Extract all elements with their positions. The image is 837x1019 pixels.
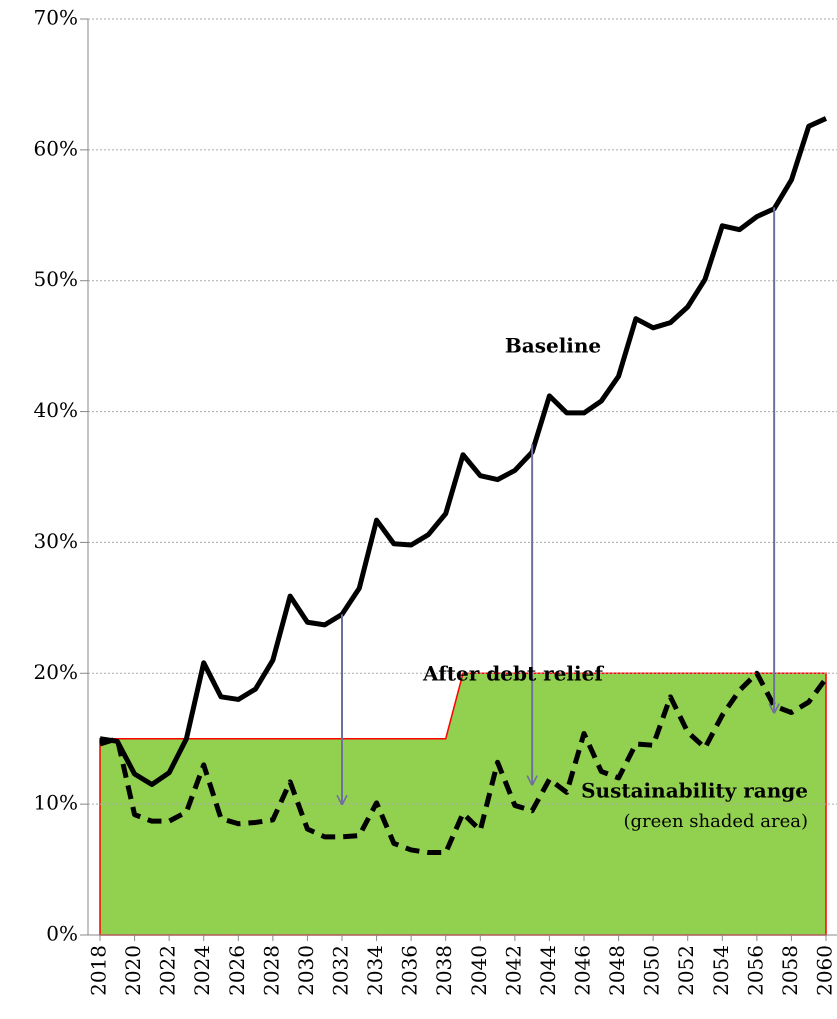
y-tick-label: 70% (34, 6, 78, 30)
x-tick-label: 2032 (329, 945, 353, 996)
y-tick-label: 10% (34, 791, 78, 815)
x-tick-label: 2046 (571, 945, 595, 996)
annotation: (green shaded area) (624, 811, 809, 832)
series-label: Baseline (505, 334, 601, 358)
x-tick-label: 2060 (813, 945, 837, 996)
y-tick-label: 50% (34, 267, 78, 291)
x-tick-label: 2056 (743, 945, 767, 996)
x-tick-label: 2058 (778, 945, 802, 996)
x-tick-label: 2038 (432, 945, 456, 996)
x-tick-label: 2024 (190, 945, 214, 996)
x-tick-label: 2026 (225, 945, 249, 996)
x-tick-label: 2048 (605, 945, 629, 996)
sustainability-area (99, 672, 827, 936)
x-tick-label: 2034 (363, 945, 387, 996)
x-tick-label: 2022 (156, 945, 180, 996)
x-tick-label: 2036 (398, 945, 422, 996)
y-tick-label: 30% (34, 529, 78, 553)
x-tick-label: 2028 (259, 945, 283, 996)
y-tick-label: 60% (34, 136, 78, 160)
x-tick-label: 2030 (294, 945, 318, 996)
x-tick-label: 2018 (87, 945, 111, 996)
y-tick-label: 40% (34, 398, 78, 422)
x-tick-label: 2054 (709, 945, 733, 996)
series-line (99, 116, 828, 788)
x-tick-label: 2044 (536, 945, 560, 996)
y-tick-label: 20% (34, 660, 78, 684)
x-tick-label: 2040 (467, 945, 491, 996)
annotation: Sustainability range (581, 779, 808, 803)
x-tick-label: 2042 (501, 945, 525, 996)
x-tick-label: 2052 (674, 945, 698, 996)
x-tick-label: 2020 (121, 945, 145, 996)
y-tick-label: 0% (46, 922, 78, 946)
series-label: After debt relief (422, 662, 604, 686)
x-tick-label: 2050 (640, 945, 664, 996)
